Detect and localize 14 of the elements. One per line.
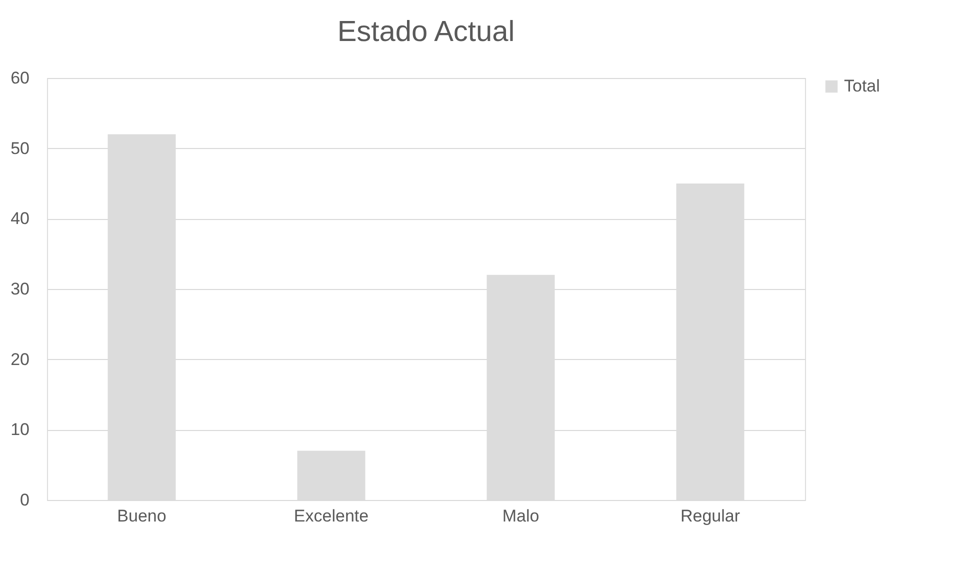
x-tick-label: Bueno (117, 506, 166, 526)
y-tick-label: 0 (20, 490, 30, 510)
y-tick-label: 30 (10, 280, 30, 298)
y-tick-label: 40 (10, 209, 30, 228)
chart-title: Estado Actual (337, 16, 515, 48)
y-tick-label: 60 (10, 68, 30, 88)
x-tick-label: Excelente (294, 506, 369, 526)
y-tick-label: 20 (10, 350, 30, 369)
y-tick-label: 50 (10, 138, 30, 158)
bar (297, 450, 366, 500)
legend-label: Total (844, 76, 880, 96)
x-tick-label: Regular (680, 506, 740, 526)
x-tick-label: Malo (502, 506, 540, 526)
y-tick-label: 10 (10, 420, 30, 440)
